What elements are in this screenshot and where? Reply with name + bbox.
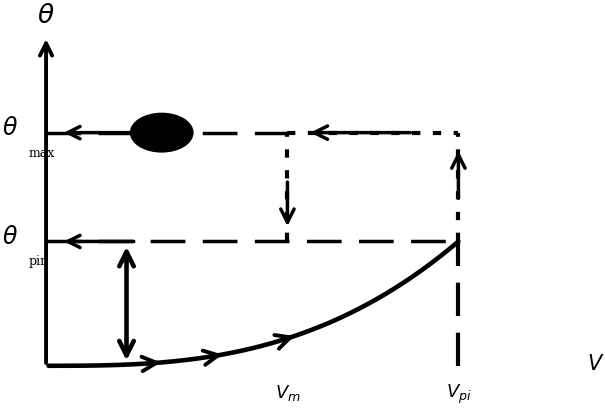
- Text: $\theta$: $\theta$: [38, 3, 55, 28]
- Circle shape: [131, 113, 193, 152]
- Text: $V_{pi}$: $V_{pi}$: [445, 383, 471, 406]
- Text: $\theta$: $\theta$: [2, 116, 18, 140]
- Text: $\theta$: $\theta$: [2, 225, 18, 249]
- Text: pin: pin: [28, 255, 48, 268]
- Text: $V_m$: $V_m$: [275, 383, 300, 403]
- Text: $V$: $V$: [587, 354, 604, 374]
- Text: max: max: [28, 147, 54, 159]
